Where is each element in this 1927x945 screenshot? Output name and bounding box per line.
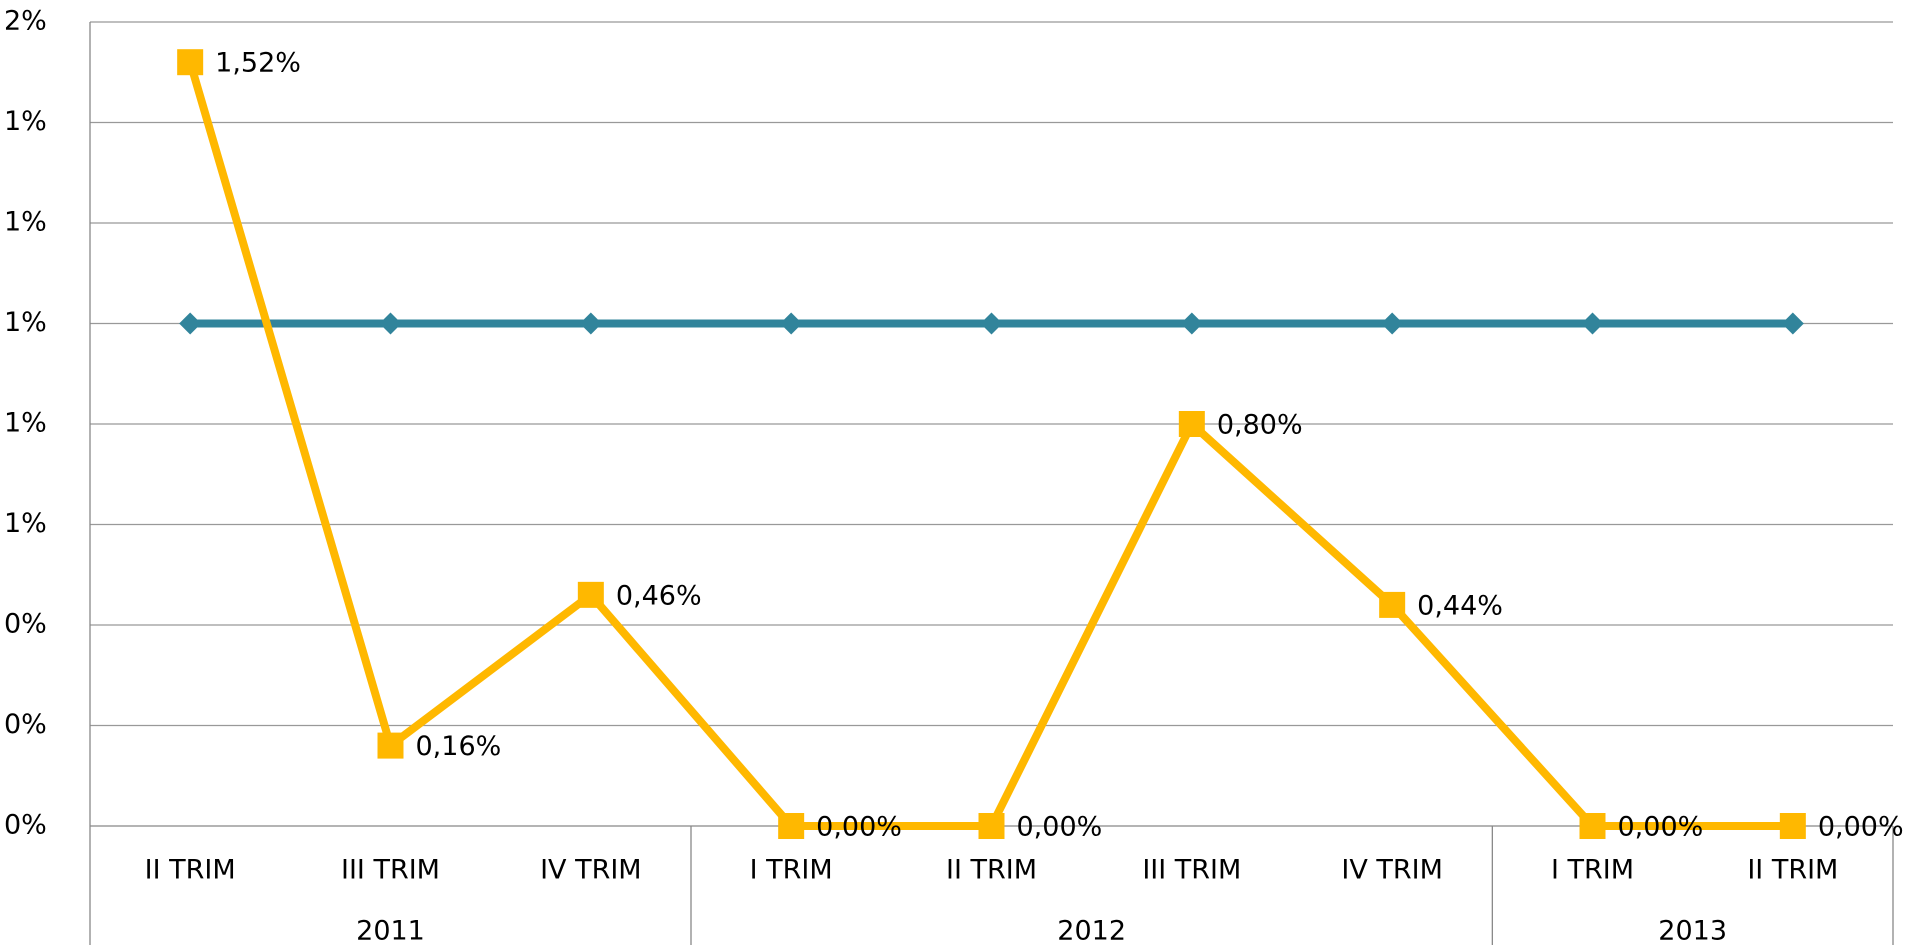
marker	[778, 813, 804, 839]
x-tick-label: I TRIM	[750, 855, 833, 886]
y-tick-label: 2%	[4, 6, 47, 37]
x-tick-label: IV TRIM	[1341, 855, 1443, 886]
marker	[780, 313, 802, 335]
x-tick-label: II TRIM	[946, 855, 1037, 886]
x-group-label: 2011	[356, 916, 425, 945]
data-label: 1,52%	[215, 48, 301, 79]
marker	[1782, 313, 1804, 335]
x-tick-label: III TRIM	[1142, 855, 1241, 886]
data-label: 0,16%	[416, 731, 502, 762]
marker	[380, 313, 402, 335]
marker	[1780, 813, 1806, 839]
marker	[578, 582, 604, 608]
marker	[1580, 813, 1606, 839]
x-group-label: 2013	[1658, 916, 1727, 945]
data-label: 0,00%	[1818, 812, 1904, 843]
y-tick-label: 1%	[4, 106, 47, 137]
marker	[378, 733, 404, 759]
marker	[580, 313, 602, 335]
x-tick-label: II TRIM	[1747, 855, 1838, 886]
y-tick-label: 1%	[4, 408, 47, 439]
data-label: 0,00%	[816, 812, 902, 843]
data-label: 0,80%	[1217, 410, 1303, 441]
marker	[1381, 313, 1403, 335]
marker	[179, 313, 201, 335]
y-tick-label: 1%	[4, 508, 47, 539]
marker	[1179, 411, 1205, 437]
marker	[1379, 592, 1405, 618]
marker	[177, 49, 203, 75]
data-label: 0,46%	[616, 580, 702, 611]
series-line	[190, 62, 1793, 826]
x-group-label: 2012	[1057, 916, 1126, 945]
marker	[1582, 313, 1604, 335]
y-tick-label: 1%	[4, 307, 47, 338]
y-tick-label: 0%	[4, 810, 47, 841]
data-label: 0,00%	[1017, 812, 1103, 843]
x-tick-label: IV TRIM	[540, 855, 642, 886]
x-tick-label: II TRIM	[145, 855, 236, 886]
y-tick-label: 0%	[4, 609, 47, 640]
x-tick-label: I TRIM	[1551, 855, 1634, 886]
data-label: 0,44%	[1417, 590, 1503, 621]
marker	[1181, 313, 1203, 335]
data-label: 0,00%	[1618, 812, 1704, 843]
y-tick-label: 1%	[4, 207, 47, 238]
chart: 0% 0% 0% 1% 1% 1% 1% 1% 2% II TRIM III TRIM IV TRIM…	[0, 0, 1927, 945]
x-tick-label: III TRIM	[341, 855, 440, 886]
marker	[981, 313, 1003, 335]
marker	[979, 813, 1005, 839]
y-tick-label: 0%	[4, 709, 47, 740]
